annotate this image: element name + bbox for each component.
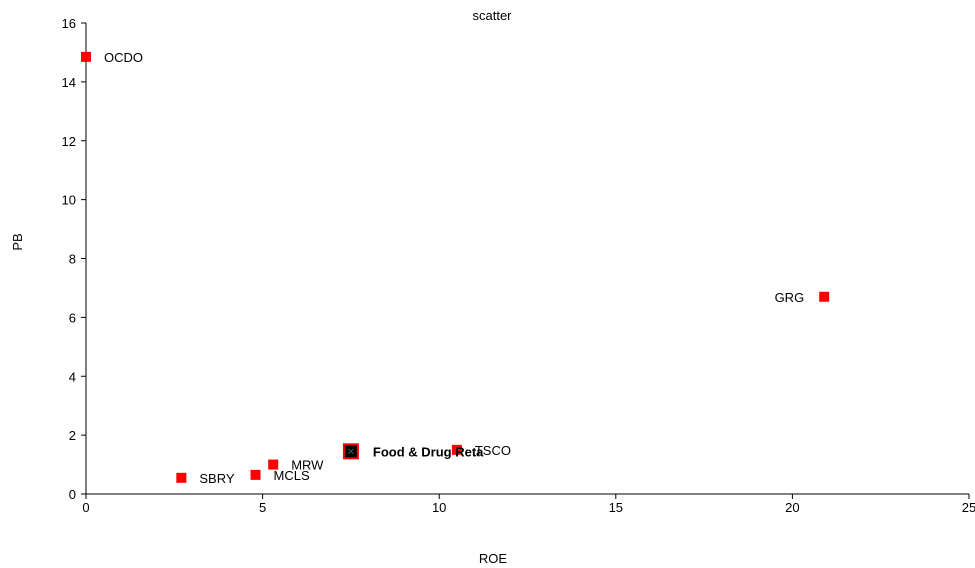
y-tick-label: 2 xyxy=(69,428,76,443)
x-tick-label: 0 xyxy=(82,500,89,515)
chart-title: scatter xyxy=(472,8,512,23)
x-tick-label: 10 xyxy=(432,500,446,515)
x-axis-title: ROE xyxy=(479,551,508,566)
x-tick-label: 5 xyxy=(259,500,266,515)
y-tick-label: 10 xyxy=(62,193,76,208)
y-tick-label: 4 xyxy=(69,369,76,384)
data-point-marker xyxy=(819,291,830,302)
data-point-label: GRG xyxy=(775,290,805,305)
y-tick-label: 6 xyxy=(69,310,76,325)
data-point-marker xyxy=(451,444,462,455)
y-tick-label: 14 xyxy=(62,75,76,90)
data-point-marker xyxy=(268,459,279,470)
y-tick-label: 12 xyxy=(62,134,76,149)
data-point-label: Food & Drug Reta xyxy=(373,444,484,459)
x-tick-label: 20 xyxy=(785,500,799,515)
data-point-label: TSCO xyxy=(475,443,511,458)
highlight-point-cross xyxy=(348,448,354,455)
data-point-label: OCDO xyxy=(104,50,143,65)
data-point-marker xyxy=(176,472,187,483)
y-tick-label: 0 xyxy=(69,487,76,502)
data-point-label: MCLS xyxy=(274,468,310,483)
x-tick-label: 15 xyxy=(609,500,623,515)
data-point-marker xyxy=(81,51,91,62)
y-tick-label: 16 xyxy=(62,16,76,31)
data-point-label: SBRY xyxy=(199,471,234,486)
y-axis-title: PB xyxy=(10,233,25,250)
data-point-label: MRW xyxy=(291,458,324,473)
data-point-marker xyxy=(250,469,261,480)
y-tick-label: 8 xyxy=(69,252,76,267)
x-tick-label: 25 xyxy=(962,500,975,515)
axes: 0 5 10 15 20 25 0 2 4 6 8 10 12 14 16 xyxy=(62,16,975,515)
